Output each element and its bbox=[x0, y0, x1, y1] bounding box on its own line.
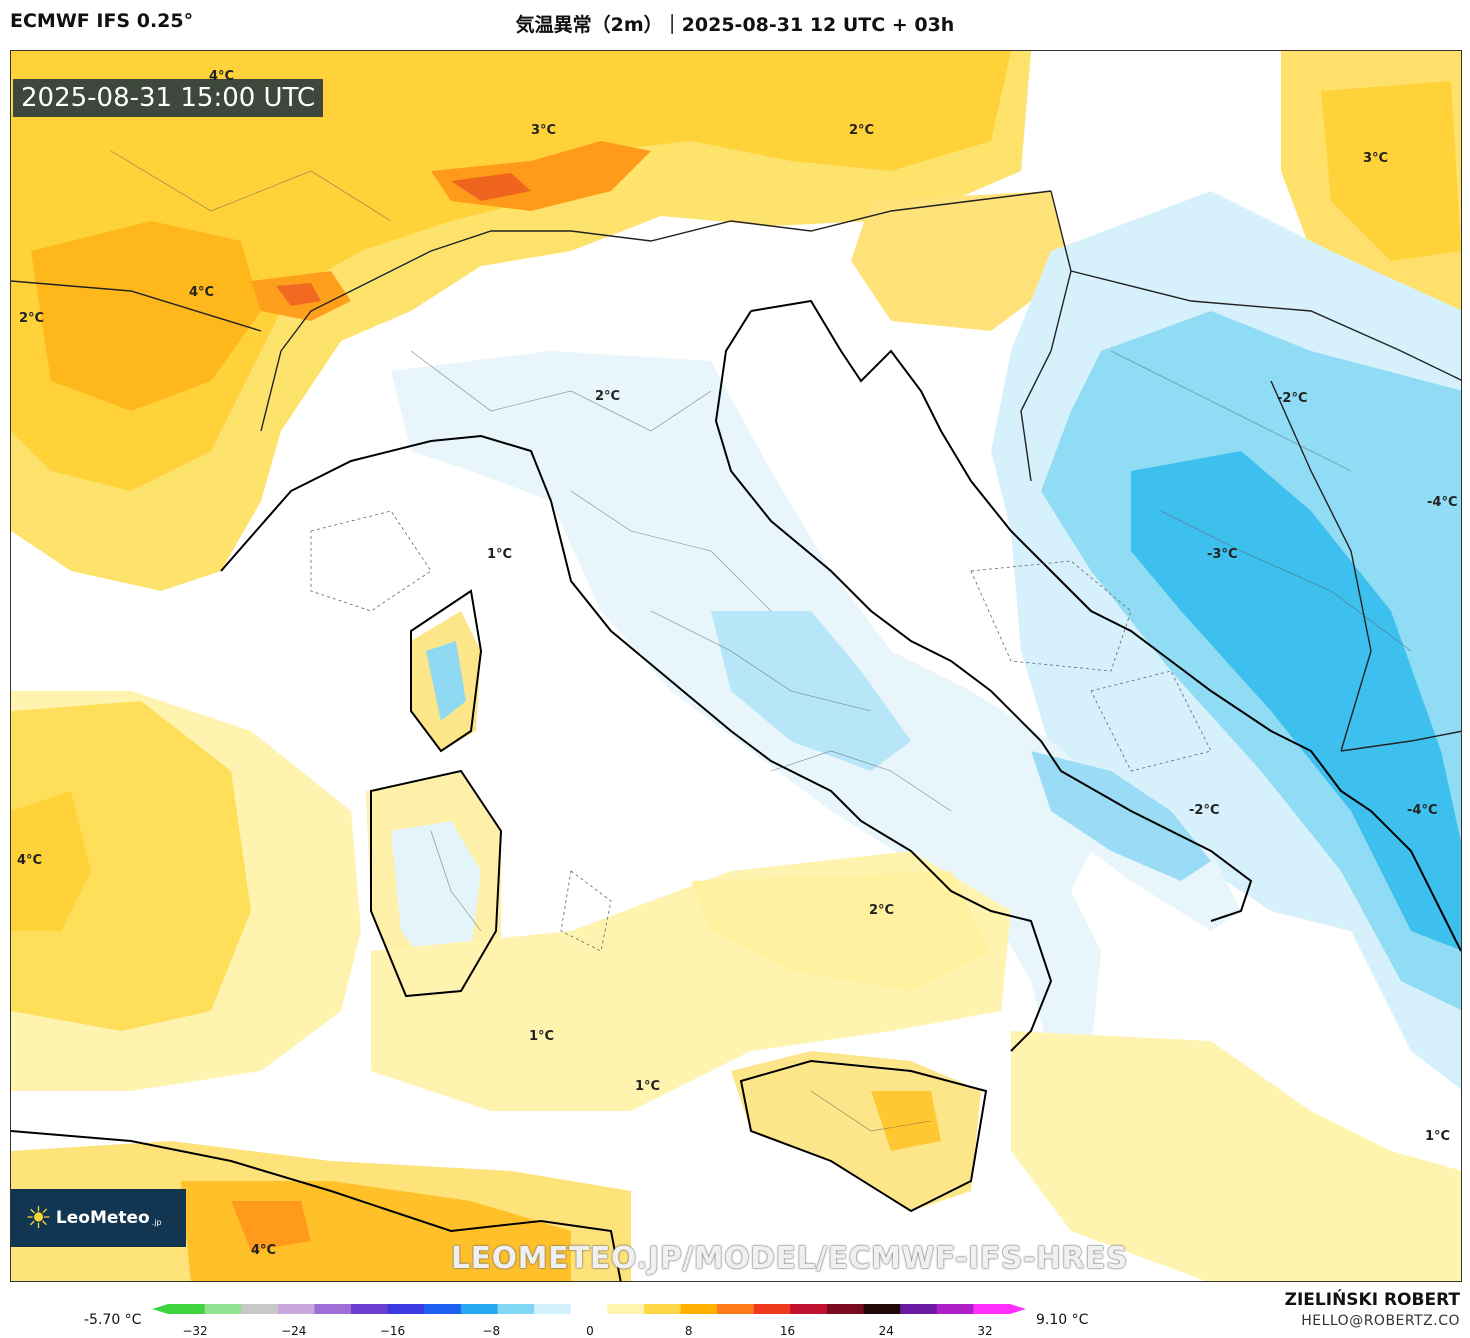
colorbar-segment bbox=[643, 1304, 682, 1314]
colorbar-min-label: -5.70 °C bbox=[84, 1312, 142, 1328]
colorbar-segment bbox=[241, 1304, 279, 1314]
colorbar-segment bbox=[900, 1304, 938, 1314]
logo-suffix: .jp bbox=[151, 1217, 162, 1227]
map-canvas bbox=[11, 51, 1461, 1281]
contour-label: 2°C bbox=[849, 123, 875, 138]
colorbar-segment bbox=[936, 1304, 974, 1314]
colorbar-tick-label: 32 bbox=[977, 1324, 993, 1338]
colorbar-extend-max bbox=[1010, 1304, 1026, 1314]
chart-title: 気温異常（2m）｜2025-08-31 12 UTC + 03h bbox=[515, 14, 955, 36]
colorbar-segment bbox=[826, 1304, 865, 1314]
colorbar-tick-label: −32 bbox=[182, 1324, 208, 1338]
colorbar-tick-label: 16 bbox=[779, 1324, 796, 1338]
anomaly-map[interactable]: 2025-08-31 15:00 UTC 4°C 3°C 2°C 3°C 4°C… bbox=[10, 50, 1462, 1282]
colorbar-segment bbox=[863, 1304, 901, 1314]
contour-label: 1°C bbox=[1425, 1129, 1451, 1144]
author-credit: ZIELIŃSKI ROBERT bbox=[1284, 1290, 1460, 1310]
contour-label: 4°C bbox=[17, 853, 43, 868]
contour-label: -2°C bbox=[1277, 391, 1308, 406]
colorbar-segment bbox=[534, 1304, 572, 1314]
valid-time-badge: 2025-08-31 15:00 UTC bbox=[13, 79, 324, 117]
colorbar-segment bbox=[753, 1304, 791, 1314]
colorbar-segment bbox=[460, 1304, 498, 1314]
colorbar-segment bbox=[717, 1304, 755, 1314]
colorbar-segment bbox=[387, 1304, 425, 1314]
contour-label: 2°C bbox=[19, 311, 45, 326]
contour-label: 4°C bbox=[209, 69, 235, 84]
contour-label: 3°C bbox=[1363, 151, 1389, 166]
colorbar-segment bbox=[790, 1304, 828, 1314]
contour-label: 4°C bbox=[251, 1243, 277, 1258]
author-email[interactable]: HELLO@ROBERTZ.CO bbox=[1301, 1313, 1460, 1329]
colorbar-segment bbox=[570, 1304, 608, 1314]
colorbar-tick-label: 24 bbox=[878, 1324, 894, 1338]
colorbar-segment bbox=[680, 1304, 718, 1314]
colorbar-segment bbox=[204, 1304, 242, 1314]
contour-label: 2°C bbox=[869, 903, 895, 918]
colorbar-max-label: 9.10 °C bbox=[1036, 1312, 1089, 1328]
colorbar-segment bbox=[973, 1304, 1011, 1314]
leometeo-logo[interactable]: ☀ LeoMeteo .jp bbox=[11, 1189, 186, 1247]
contour-label: -3°C bbox=[1207, 547, 1238, 562]
colorbar-segment bbox=[497, 1304, 535, 1314]
colorbar-tick-label: −16 bbox=[379, 1324, 406, 1338]
model-title: ECMWF IFS 0.25° bbox=[10, 10, 194, 32]
contour-label: 1°C bbox=[487, 547, 513, 562]
colorbar-tick-label: −8 bbox=[482, 1324, 501, 1338]
contour-label: 2°C bbox=[595, 389, 621, 404]
contour-label: -4°C bbox=[1427, 495, 1458, 510]
colorbar-tick-label: −24 bbox=[281, 1324, 307, 1338]
source-watermark: LEOMETEO.JP/MODEL/ECMWF-IFS-HRES bbox=[451, 1241, 1129, 1276]
colorbar-segment bbox=[607, 1304, 645, 1314]
colorbar-segment bbox=[168, 1304, 206, 1314]
colorbar-segment bbox=[314, 1304, 352, 1314]
contour-label: 3°C bbox=[531, 123, 557, 138]
logo-name: LeoMeteo bbox=[55, 1208, 150, 1228]
contour-label: -4°C bbox=[1407, 803, 1438, 818]
contour-label: 1°C bbox=[529, 1029, 555, 1044]
sun-icon: ☀ bbox=[25, 1200, 52, 1236]
colorbar-segment bbox=[277, 1304, 315, 1314]
colorbar bbox=[152, 1304, 1026, 1314]
colorbar-tick-label: 8 bbox=[684, 1324, 693, 1338]
contour-label: 1°C bbox=[635, 1079, 661, 1094]
contour-label: -2°C bbox=[1189, 803, 1220, 818]
colorbar-tick-label: 0 bbox=[586, 1324, 594, 1338]
contour-label: 4°C bbox=[189, 285, 215, 300]
colorbar-segment bbox=[351, 1304, 389, 1314]
colorbar-segment bbox=[424, 1304, 462, 1314]
colorbar-extend-min bbox=[152, 1304, 168, 1314]
